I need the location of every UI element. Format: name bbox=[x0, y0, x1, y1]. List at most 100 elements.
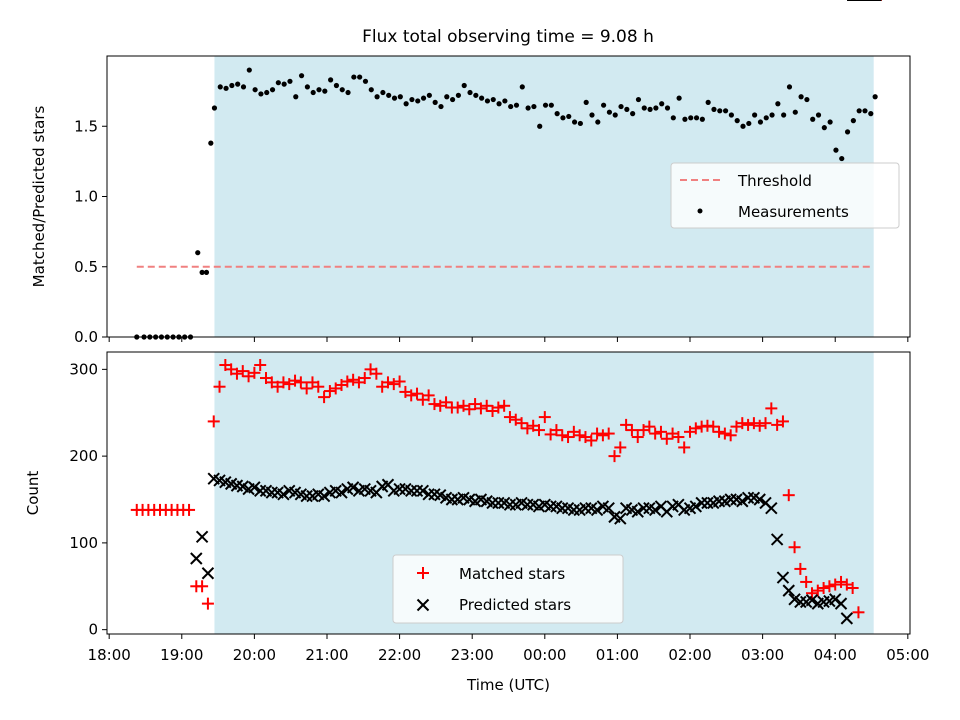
matched-star-point bbox=[811, 584, 824, 597]
measurement-point bbox=[868, 111, 874, 117]
measurement-point bbox=[810, 116, 816, 122]
measurement-point bbox=[310, 89, 316, 96]
x-tick-label: 03:00 bbox=[741, 646, 784, 664]
time-x-axis: 18:00 19:00 20:00 21:00 22:00 23:00 00:00 01:00… bbox=[88, 634, 929, 664]
matched-star-point bbox=[788, 541, 801, 554]
measurement-point bbox=[856, 108, 862, 114]
measurement-point bbox=[264, 89, 270, 96]
predicted-star-point bbox=[544, 500, 557, 513]
count-legend: Matched stars Predicted stars bbox=[392, 554, 624, 624]
matched-star-point bbox=[440, 396, 453, 409]
measurement-point bbox=[688, 115, 694, 121]
matched-star-point bbox=[323, 385, 336, 398]
x-axis-label: Time (UTC) bbox=[466, 676, 550, 694]
matched-star-point bbox=[625, 424, 638, 437]
measurement-point bbox=[449, 96, 456, 103]
measurement-point bbox=[635, 96, 642, 103]
predicted-star-point bbox=[410, 484, 424, 498]
matched-star-point bbox=[451, 401, 464, 414]
matched-star-point bbox=[521, 422, 534, 435]
matched-star-point bbox=[823, 580, 836, 593]
predicted-star-point bbox=[741, 491, 755, 504]
y-tick-label: 0.0 bbox=[74, 328, 98, 346]
matched-star-point bbox=[277, 376, 290, 389]
ratio-y-axis: 0.0 0.5 1.0 1.5 bbox=[74, 117, 107, 346]
matched-star-point bbox=[678, 441, 691, 454]
matched-star-point bbox=[387, 378, 400, 391]
predicted-star-point bbox=[776, 571, 790, 584]
measurement-point bbox=[333, 82, 340, 89]
ratio-x-ticks bbox=[108, 337, 909, 342]
predicted-star-point bbox=[805, 593, 819, 607]
measurement-point bbox=[473, 92, 479, 98]
measurement-point bbox=[537, 123, 543, 129]
y-tick-label: 0 bbox=[88, 621, 98, 639]
measurement-point bbox=[195, 250, 201, 256]
measurement-point bbox=[542, 102, 549, 108]
measurement-point bbox=[519, 84, 525, 90]
matched-star-point bbox=[753, 419, 766, 432]
x-tick-label: 04:00 bbox=[814, 646, 857, 664]
matched-star-point bbox=[248, 366, 261, 379]
measurement-point bbox=[792, 109, 798, 115]
measurement-point bbox=[229, 82, 235, 89]
matched-star-point bbox=[776, 415, 789, 428]
measurement-point bbox=[339, 87, 345, 93]
predicted-star-point bbox=[195, 530, 209, 544]
measurement-point bbox=[554, 111, 560, 117]
measurement-point bbox=[798, 94, 804, 100]
chart-title: Flux total observing time = 9.08 h bbox=[362, 27, 654, 47]
y-tick-label: 100 bbox=[69, 534, 98, 552]
measurement-point bbox=[426, 92, 432, 98]
measurement-point bbox=[391, 95, 398, 101]
matched-star-point bbox=[736, 417, 749, 430]
matched-star-point bbox=[724, 429, 737, 442]
measurement-point bbox=[432, 99, 438, 105]
ratio-y-axis-label: Matched/Predicted stars bbox=[30, 106, 48, 288]
predicted-star-point bbox=[637, 501, 650, 515]
matched-star-point bbox=[480, 399, 493, 412]
measurement-point bbox=[223, 85, 229, 91]
measurement-point bbox=[275, 80, 281, 86]
measurement-point bbox=[722, 108, 729, 114]
measurement-point bbox=[269, 87, 276, 93]
legend-measurements-swatch bbox=[697, 208, 703, 214]
measurement-point bbox=[618, 103, 624, 110]
matched-star-point bbox=[689, 422, 702, 435]
matched-star-point bbox=[201, 597, 214, 610]
measurement-point bbox=[246, 67, 252, 73]
matched-star-point bbox=[829, 578, 842, 591]
predicted-star-point bbox=[300, 489, 313, 503]
predicted-star-point bbox=[579, 501, 592, 515]
measurement-point bbox=[508, 103, 514, 110]
predicted-star-point bbox=[277, 488, 290, 501]
x-tick-label: 22:00 bbox=[378, 646, 421, 664]
predicted-star-point bbox=[602, 501, 615, 515]
measurement-point bbox=[362, 78, 369, 84]
measurement-point bbox=[467, 89, 473, 96]
predicted-star-point bbox=[405, 484, 418, 498]
measurement-point bbox=[316, 87, 322, 93]
measurement-point bbox=[571, 119, 578, 125]
matched-star-point bbox=[207, 415, 220, 428]
predicted-star-point bbox=[201, 567, 215, 580]
measurement-point bbox=[438, 103, 444, 110]
measurement-point bbox=[740, 123, 746, 129]
measurement-point bbox=[368, 87, 374, 93]
measurement-point bbox=[420, 95, 427, 101]
measurement-point bbox=[850, 118, 856, 124]
measurement-point bbox=[699, 116, 705, 122]
matched-star-point bbox=[654, 425, 667, 438]
matched-star-point bbox=[532, 424, 545, 437]
predicted-star-point bbox=[486, 496, 499, 510]
measurement-point bbox=[717, 108, 723, 114]
predicted-star-point bbox=[335, 486, 348, 499]
matched-star-point bbox=[411, 387, 424, 400]
count-y-axis-label: Count bbox=[24, 471, 42, 516]
measurement-point bbox=[670, 115, 676, 121]
y-tick-label: 1.5 bbox=[74, 117, 98, 135]
measurement-point bbox=[734, 118, 740, 124]
predicted-star-point bbox=[614, 512, 627, 525]
matched-star-point bbox=[614, 441, 627, 454]
